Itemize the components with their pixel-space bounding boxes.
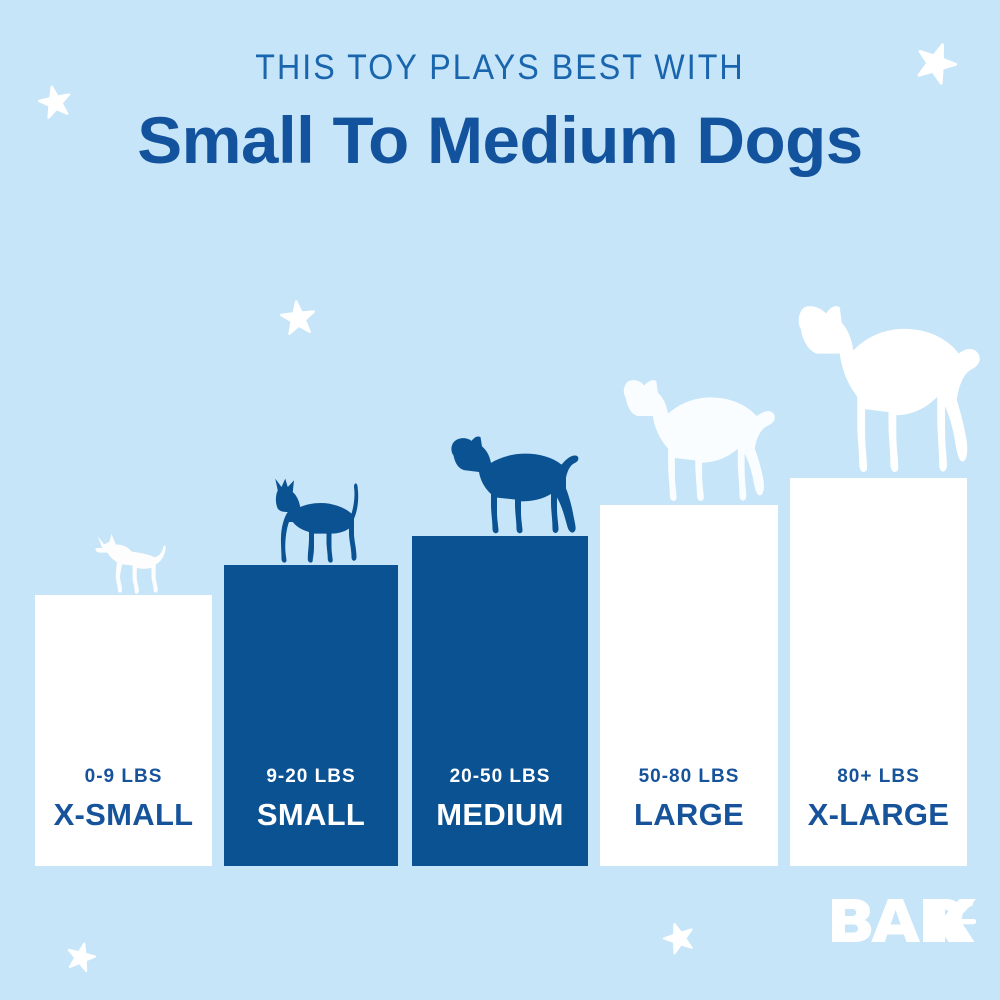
weight-range-small: 9-20 LBS [266,766,356,787]
bar-labels-medium: 20-50 LBS MEDIUM [412,767,588,830]
size-label-large: LARGE [634,797,744,832]
size-label-x-small: X-SMALL [53,797,194,832]
bar-labels-x-large: 80+ LBS X-LARGE [790,767,967,830]
great-dane-silhouette [791,295,986,480]
page-title: Small To Medium Dogs [137,103,863,177]
header-block: THIS TOY PLAYS BEST WITH Small To Medium… [0,50,1000,173]
header-eyebrow: THIS TOY PLAYS BEST WITH [255,48,745,87]
weight-range-medium: 20-50 LBS [449,766,551,787]
bar-labels-large: 50-80 LBS LARGE [600,767,778,830]
size-label-small: SMALL [256,797,366,832]
labrador-silhouette [437,428,587,538]
bark-logo-k [836,893,976,952]
bar-large[interactable]: 50-80 LBS LARGE [600,505,778,866]
bar-small[interactable]: 9-20 LBS SMALL [224,565,398,866]
weight-range-large: 50-80 LBS [638,766,740,787]
weight-range-x-small: 0-9 LBS [84,766,163,787]
size-label-x-large: X-LARGE [807,797,950,832]
bar-x-large[interactable]: 80+ LBS X-LARGE [790,478,967,866]
golden-retriever-silhouette [612,367,782,507]
bar-x-small[interactable]: 0-9 LBS X-SMALL [35,595,212,866]
bar-labels-x-small: 0-9 LBS X-SMALL [35,767,212,830]
bar-labels-small: 9-20 LBS SMALL [224,767,398,830]
weight-range-x-large: 80+ LBS [837,766,920,787]
size-label-medium: MEDIUM [436,797,564,832]
chihuahua-silhouette [79,527,184,597]
bar-medium[interactable]: 20-50 LBS MEDIUM [412,536,588,866]
scottish-terrier-silhouette [259,467,384,567]
